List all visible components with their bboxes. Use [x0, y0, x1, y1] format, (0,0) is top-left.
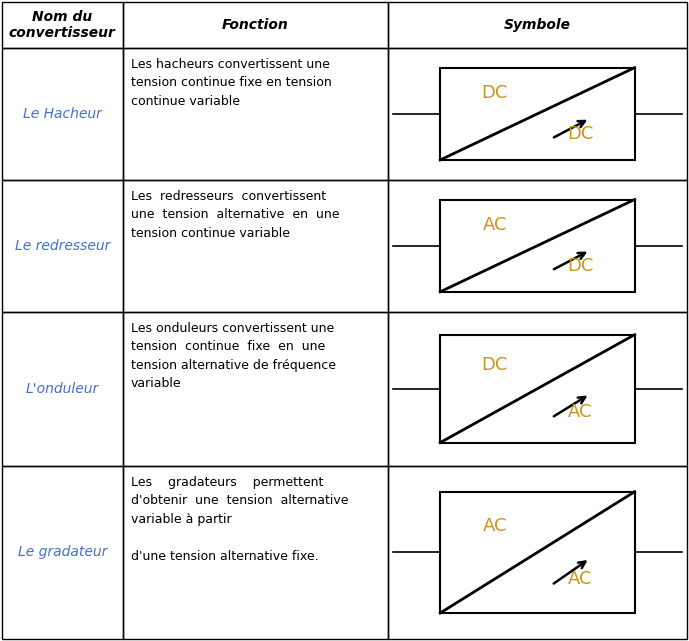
Text: AC: AC: [482, 217, 507, 235]
Bar: [440, 68, 635, 160]
Text: Fonction: Fonction: [222, 18, 289, 32]
Bar: [2, 312, 123, 466]
Text: AC: AC: [568, 570, 593, 588]
Bar: [123, 2, 388, 48]
Text: Le Hacheur: Le Hacheur: [23, 107, 102, 121]
Bar: [2, 48, 123, 179]
Text: Les  redresseurs  convertissent
une  tension  alternative  en  une
tension conti: Les redresseurs convertissent une tensio…: [131, 190, 339, 240]
Text: DC: DC: [482, 85, 508, 103]
Bar: [388, 466, 687, 639]
Bar: [123, 466, 388, 639]
Bar: [123, 48, 388, 179]
Bar: [123, 179, 388, 312]
Bar: [388, 48, 687, 179]
Bar: [440, 492, 635, 613]
Text: Les onduleurs convertissent une
tension  continue  fixe  en  une
tension alterna: Les onduleurs convertissent une tension …: [131, 322, 336, 390]
Bar: [388, 179, 687, 312]
Bar: [388, 2, 687, 48]
Bar: [440, 199, 635, 292]
Text: Les hacheurs convertissent une
tension continue fixe en tension
continue variabl: Les hacheurs convertissent une tension c…: [131, 58, 331, 108]
Text: L'onduleur: L'onduleur: [25, 381, 99, 395]
Text: Symbole: Symbole: [504, 18, 571, 32]
Bar: [388, 312, 687, 466]
Text: AC: AC: [568, 403, 593, 421]
Text: Les    gradateurs    permettent
d'obtenir  une  tension  alternative
variable à : Les gradateurs permettent d'obtenir une …: [131, 476, 348, 563]
Text: DC: DC: [567, 125, 593, 143]
Text: DC: DC: [567, 257, 593, 275]
Bar: [123, 312, 388, 466]
Text: AC: AC: [482, 517, 507, 535]
Text: DC: DC: [482, 356, 508, 374]
Bar: [2, 2, 123, 48]
Text: Nom du
convertisseur: Nom du convertisseur: [9, 10, 116, 40]
Bar: [2, 179, 123, 312]
Bar: [440, 335, 635, 443]
Text: Le gradateur: Le gradateur: [18, 545, 107, 560]
Text: Le redresseur: Le redresseur: [14, 238, 110, 253]
Bar: [2, 466, 123, 639]
